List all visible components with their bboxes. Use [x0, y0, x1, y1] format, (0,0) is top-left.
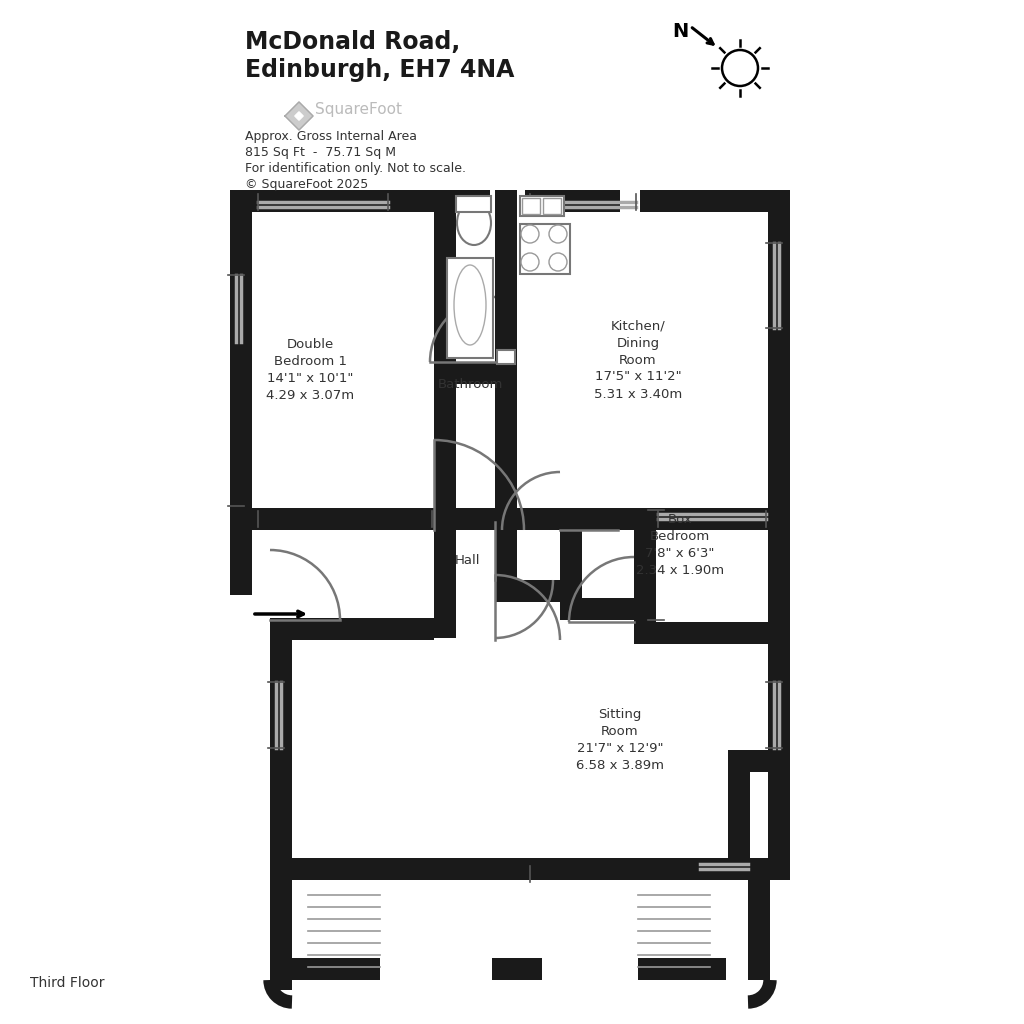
Bar — [497, 350, 515, 364]
Bar — [728, 772, 750, 858]
Bar — [495, 190, 517, 365]
Bar — [638, 958, 726, 980]
Polygon shape — [285, 102, 313, 130]
Bar — [230, 190, 430, 212]
Bar — [728, 750, 768, 772]
Text: N: N — [672, 22, 688, 41]
Bar — [434, 190, 456, 530]
Bar — [292, 958, 380, 980]
Text: Approx. Gross Internal Area: Approx. Gross Internal Area — [245, 130, 417, 143]
Circle shape — [521, 253, 539, 271]
Text: Box
Bedroom
7'8" x 6'3"
2.34 x 1.90m: Box Bedroom 7'8" x 6'3" 2.34 x 1.90m — [636, 513, 724, 577]
Bar — [270, 640, 292, 858]
Bar — [634, 508, 656, 622]
Text: © SquareFoot 2025: © SquareFoot 2025 — [245, 178, 369, 191]
Bar — [728, 750, 770, 772]
Text: Edinburgh, EH7 4NA: Edinburgh, EH7 4NA — [245, 58, 514, 82]
Bar — [495, 580, 560, 602]
Bar — [230, 190, 252, 595]
Text: 815 Sq Ft  -  75.71 Sq M: 815 Sq Ft - 75.71 Sq M — [245, 146, 396, 159]
Bar — [434, 508, 456, 638]
Bar — [495, 530, 517, 580]
Bar — [640, 190, 788, 212]
Bar — [434, 508, 790, 530]
Ellipse shape — [457, 201, 490, 245]
Bar — [520, 224, 570, 274]
Bar — [748, 880, 770, 980]
Circle shape — [549, 225, 567, 243]
Circle shape — [549, 253, 567, 271]
Bar — [768, 190, 790, 870]
Text: SquareFoot: SquareFoot — [315, 102, 402, 117]
Bar — [434, 362, 517, 384]
Text: Double
Bedroom 1
14'1" x 10'1"
4.29 x 3.07m: Double Bedroom 1 14'1" x 10'1" 4.29 x 3.… — [266, 338, 354, 402]
Bar — [270, 880, 292, 980]
Ellipse shape — [454, 265, 486, 345]
Circle shape — [722, 50, 758, 86]
Bar — [560, 530, 582, 600]
Bar — [447, 258, 493, 358]
Bar — [270, 858, 292, 990]
Text: McDonald Road,: McDonald Road, — [245, 30, 460, 54]
Bar — [543, 198, 561, 214]
Bar — [270, 858, 768, 880]
Bar — [560, 598, 634, 620]
Bar — [658, 958, 680, 980]
Bar — [492, 958, 542, 980]
Text: Third Floor: Third Floor — [30, 976, 104, 990]
Bar — [522, 198, 540, 214]
Text: For identification only. Not to scale.: For identification only. Not to scale. — [245, 162, 466, 175]
Bar — [456, 196, 490, 212]
Bar — [525, 190, 620, 212]
Bar — [413, 190, 455, 212]
Bar — [634, 622, 790, 644]
Text: Bathroom: Bathroom — [437, 379, 503, 391]
Circle shape — [521, 225, 539, 243]
Text: Sitting
Room
21'7" x 12'9"
6.58 x 3.89m: Sitting Room 21'7" x 12'9" 6.58 x 3.89m — [575, 708, 664, 772]
Bar — [520, 196, 564, 216]
Text: Hall: Hall — [456, 554, 480, 566]
Bar — [292, 958, 314, 980]
Bar — [252, 508, 434, 530]
Bar — [270, 618, 434, 640]
Bar — [455, 190, 490, 212]
Bar — [728, 750, 750, 860]
Bar — [748, 858, 790, 880]
Bar — [495, 362, 517, 530]
Text: Kitchen/
Dining
Room
17'5" x 11'2"
5.31 x 3.40m: Kitchen/ Dining Room 17'5" x 11'2" 5.31 … — [594, 319, 682, 400]
Polygon shape — [295, 112, 303, 120]
